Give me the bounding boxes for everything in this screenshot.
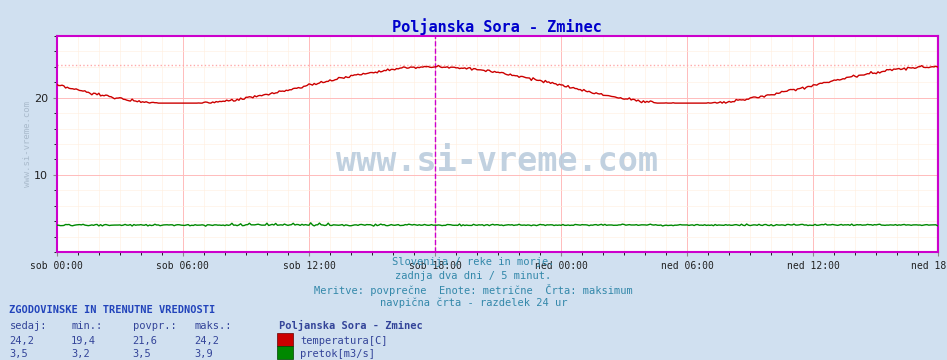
Text: ZGODOVINSKE IN TRENUTNE VREDNOSTI: ZGODOVINSKE IN TRENUTNE VREDNOSTI — [9, 305, 216, 315]
Text: temperatura[C]: temperatura[C] — [300, 336, 387, 346]
Text: 19,4: 19,4 — [71, 336, 96, 346]
Text: navpična črta - razdelek 24 ur: navpična črta - razdelek 24 ur — [380, 297, 567, 308]
Text: Poljanska Sora - Zminec: Poljanska Sora - Zminec — [279, 320, 423, 332]
Text: povpr.:: povpr.: — [133, 321, 176, 332]
Title: Poljanska Sora - Zminec: Poljanska Sora - Zminec — [392, 18, 602, 35]
Text: 24,2: 24,2 — [194, 336, 219, 346]
Text: 24,2: 24,2 — [9, 336, 34, 346]
Text: maks.:: maks.: — [194, 321, 232, 332]
Text: 3,5: 3,5 — [133, 349, 152, 359]
Text: www.si-vreme.com: www.si-vreme.com — [336, 145, 658, 178]
Text: 3,2: 3,2 — [71, 349, 90, 359]
Text: 3,5: 3,5 — [9, 349, 28, 359]
Text: sedaj:: sedaj: — [9, 321, 47, 332]
Text: 3,9: 3,9 — [194, 349, 213, 359]
Text: pretok[m3/s]: pretok[m3/s] — [300, 349, 375, 359]
Text: 21,6: 21,6 — [133, 336, 157, 346]
Text: min.:: min.: — [71, 321, 102, 332]
Y-axis label: www.si-vreme.com: www.si-vreme.com — [24, 101, 32, 187]
Text: Meritve: povprečne  Enote: metrične  Črta: maksimum: Meritve: povprečne Enote: metrične Črta:… — [314, 284, 633, 296]
Text: Slovenija / reke in morje.: Slovenija / reke in morje. — [392, 257, 555, 267]
Text: zadnja dva dni / 5 minut.: zadnja dva dni / 5 minut. — [396, 271, 551, 281]
